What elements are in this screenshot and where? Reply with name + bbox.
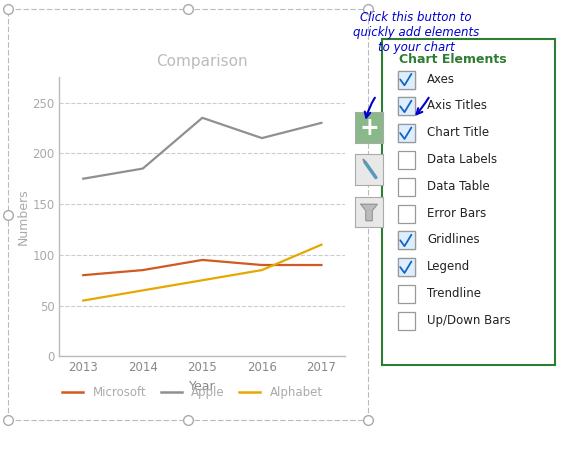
Bar — [397, 232, 415, 249]
Bar — [397, 124, 415, 142]
Bar — [397, 71, 415, 89]
Bar — [397, 232, 415, 249]
X-axis label: Year: Year — [189, 380, 216, 393]
Text: Error Bars: Error Bars — [427, 207, 486, 220]
Legend: Microsoft, Apple, Alphabet: Microsoft, Apple, Alphabet — [57, 381, 328, 404]
Text: Up/Down Bars: Up/Down Bars — [427, 314, 511, 327]
Text: Data Table: Data Table — [427, 180, 490, 193]
Text: Chart Elements: Chart Elements — [400, 53, 507, 66]
FancyArrowPatch shape — [417, 98, 428, 114]
Bar — [397, 178, 415, 196]
Text: +: + — [359, 116, 379, 139]
Bar — [397, 98, 415, 115]
Text: Gridlines: Gridlines — [427, 233, 479, 247]
Polygon shape — [361, 204, 377, 221]
Bar — [397, 312, 415, 330]
Text: Data Labels: Data Labels — [427, 153, 497, 166]
Bar — [397, 285, 415, 303]
Text: Axes: Axes — [427, 73, 455, 86]
Bar — [397, 151, 415, 169]
Bar — [397, 124, 415, 142]
Text: Legend: Legend — [427, 260, 470, 273]
FancyArrowPatch shape — [365, 98, 375, 118]
Bar — [397, 98, 415, 115]
Text: Chart Title: Chart Title — [427, 126, 489, 139]
Text: Click this button to
quickly add elements
to your chart: Click this button to quickly add element… — [353, 11, 479, 54]
Text: Trendline: Trendline — [427, 287, 481, 300]
Bar — [397, 258, 415, 276]
Bar — [397, 205, 415, 222]
Title: Comparison: Comparison — [157, 54, 248, 69]
Y-axis label: Numbers: Numbers — [16, 188, 29, 245]
Bar — [397, 258, 415, 276]
Text: Axis Titles: Axis Titles — [427, 99, 487, 113]
Bar — [397, 71, 415, 89]
